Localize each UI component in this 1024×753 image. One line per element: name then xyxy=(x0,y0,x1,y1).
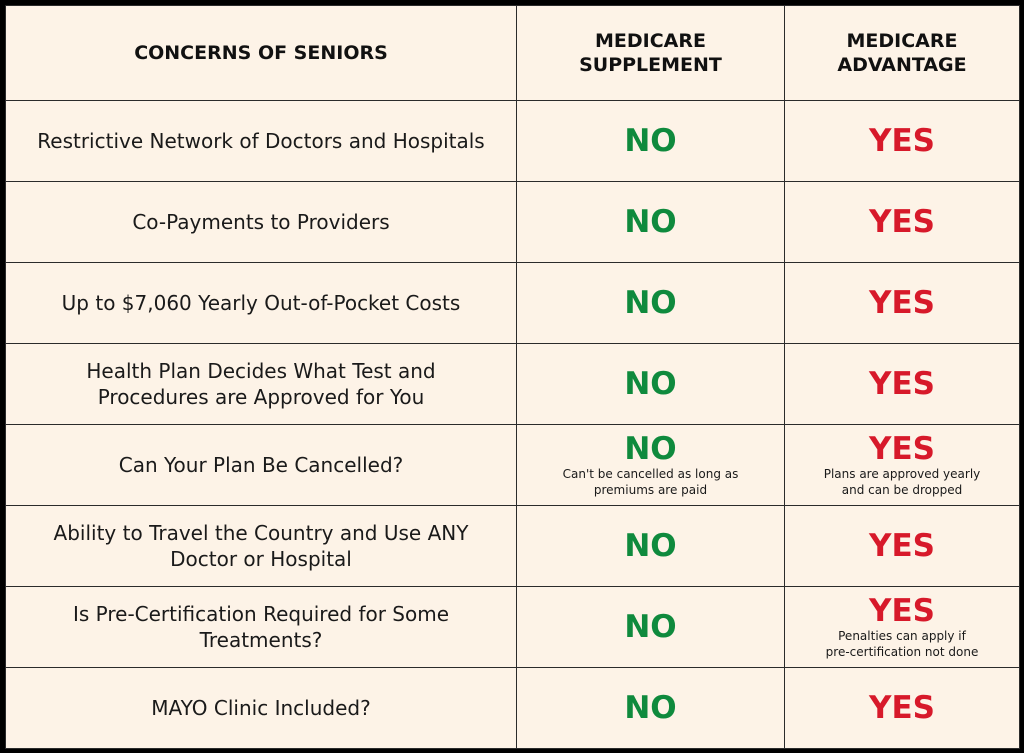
advantage-cell: YES xyxy=(784,262,1020,344)
table-row: MAYO Clinic Included? NO YES xyxy=(5,667,1020,749)
concern-cell: Co-Payments to Providers xyxy=(5,181,517,263)
advantage-answer: YES xyxy=(869,593,935,629)
advantage-cell: YES Plans are approved yearly and can be … xyxy=(784,424,1020,506)
advantage-answer: YES xyxy=(869,285,935,321)
supplement-cell: NO Can't be cancelled as long as premiums… xyxy=(516,424,785,506)
concern-text: Ability to Travel the Country and Use AN… xyxy=(53,521,469,571)
concern-text: Is Pre-Certification Required for Some T… xyxy=(72,602,450,652)
advantage-answer: YES xyxy=(869,431,935,467)
header-row: CONCERNS OF SENIORS MEDICARE SUPPLEMENT … xyxy=(5,5,1020,101)
concern-text: Health Plan Decides What Test and Proced… xyxy=(86,359,436,409)
concern-cell: Restrictive Network of Doctors and Hospi… xyxy=(5,100,517,182)
supplement-cell: NO xyxy=(516,343,785,425)
supplement-answer: NO xyxy=(624,690,677,726)
supplement-note: Can't be cancelled as long as premiums a… xyxy=(562,467,739,497)
concern-text: Restrictive Network of Doctors and Hospi… xyxy=(37,129,485,153)
advantage-answer: YES xyxy=(869,204,935,240)
advantage-answer: YES xyxy=(869,528,935,564)
concern-cell: MAYO Clinic Included? xyxy=(5,667,517,749)
header-advantage-cell: MEDICARE ADVANTAGE xyxy=(784,5,1020,101)
header-supplement-cell: MEDICARE SUPPLEMENT xyxy=(516,5,785,101)
advantage-cell: YES xyxy=(784,343,1020,425)
concern-cell: Is Pre-Certification Required for Some T… xyxy=(5,586,517,668)
table-row: Co-Payments to Providers NO YES xyxy=(5,181,1020,263)
header-advantage: MEDICARE ADVANTAGE xyxy=(837,30,967,76)
advantage-answer: YES xyxy=(869,690,935,726)
advantage-note: Plans are approved yearly and can be dro… xyxy=(823,467,981,497)
advantage-note: Penalties can apply if pre-certification… xyxy=(825,629,979,659)
concern-text: Can Your Plan Be Cancelled? xyxy=(118,453,404,477)
advantage-answer: YES xyxy=(869,366,935,402)
advantage-cell: YES xyxy=(784,505,1020,587)
concern-text: Co-Payments to Providers xyxy=(132,210,390,234)
comparison-table: CONCERNS OF SENIORS MEDICARE SUPPLEMENT … xyxy=(5,5,1020,749)
concern-cell: Health Plan Decides What Test and Proced… xyxy=(5,343,517,425)
table-row: Ability to Travel the Country and Use AN… xyxy=(5,505,1020,587)
advantage-cell: YES xyxy=(784,667,1020,749)
supplement-cell: NO xyxy=(516,586,785,668)
concern-text: Up to $7,060 Yearly Out-of-Pocket Costs xyxy=(61,291,461,315)
advantage-answer: YES xyxy=(869,123,935,159)
table-row: Health Plan Decides What Test and Proced… xyxy=(5,343,1020,425)
table-row: Is Pre-Certification Required for Some T… xyxy=(5,586,1020,668)
supplement-cell: NO xyxy=(516,100,785,182)
supplement-answer: NO xyxy=(624,609,677,645)
supplement-answer: NO xyxy=(624,528,677,564)
advantage-cell: YES Penalties can apply if pre-certificat… xyxy=(784,586,1020,668)
header-concerns: CONCERNS OF SENIORS xyxy=(134,42,388,64)
advantage-cell: YES xyxy=(784,181,1020,263)
header-supplement: MEDICARE SUPPLEMENT xyxy=(579,30,722,76)
concern-cell: Ability to Travel the Country and Use AN… xyxy=(5,505,517,587)
supplement-answer: NO xyxy=(624,123,677,159)
supplement-cell: NO xyxy=(516,181,785,263)
concern-cell: Can Your Plan Be Cancelled? xyxy=(5,424,517,506)
supplement-answer: NO xyxy=(624,431,677,467)
supplement-answer: NO xyxy=(624,285,677,321)
concern-cell: Up to $7,060 Yearly Out-of-Pocket Costs xyxy=(5,262,517,344)
supplement-answer: NO xyxy=(624,366,677,402)
table-row: Restrictive Network of Doctors and Hospi… xyxy=(5,100,1020,182)
concern-text: MAYO Clinic Included? xyxy=(151,696,371,720)
supplement-answer: NO xyxy=(624,204,677,240)
supplement-cell: NO xyxy=(516,262,785,344)
table-row: Can Your Plan Be Cancelled? NO Can't be c… xyxy=(5,424,1020,506)
supplement-cell: NO xyxy=(516,505,785,587)
advantage-cell: YES xyxy=(784,100,1020,182)
header-concerns-cell: CONCERNS OF SENIORS xyxy=(5,5,517,101)
table-row: Up to $7,060 Yearly Out-of-Pocket Costs … xyxy=(5,262,1020,344)
supplement-cell: NO xyxy=(516,667,785,749)
